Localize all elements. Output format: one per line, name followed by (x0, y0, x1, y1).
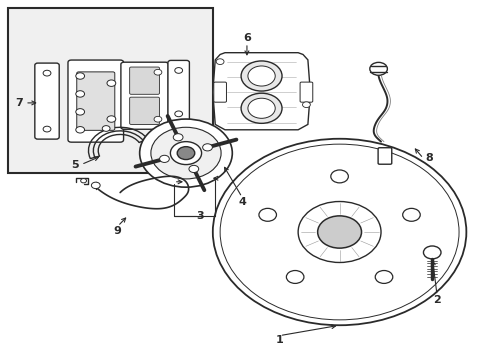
Circle shape (91, 182, 100, 189)
FancyBboxPatch shape (377, 148, 391, 164)
Circle shape (76, 109, 84, 115)
Text: 9: 9 (114, 226, 122, 236)
Circle shape (369, 62, 386, 75)
Circle shape (317, 216, 361, 248)
Circle shape (173, 134, 183, 141)
Text: 3: 3 (196, 211, 204, 221)
FancyBboxPatch shape (121, 62, 168, 129)
FancyBboxPatch shape (129, 97, 159, 125)
Circle shape (170, 141, 201, 165)
Circle shape (174, 111, 182, 117)
Circle shape (107, 116, 116, 122)
Circle shape (102, 126, 110, 131)
Circle shape (241, 61, 282, 91)
Circle shape (154, 69, 162, 75)
Circle shape (247, 98, 275, 118)
Circle shape (151, 127, 221, 179)
Bar (8, 8, 212, 173)
Circle shape (76, 73, 84, 79)
Circle shape (423, 246, 440, 259)
Circle shape (247, 66, 275, 86)
Text: 1: 1 (275, 335, 283, 345)
Text: 2: 2 (432, 295, 440, 305)
Circle shape (202, 144, 212, 151)
Text: 7: 7 (15, 98, 23, 108)
FancyBboxPatch shape (167, 60, 189, 124)
Text: 5: 5 (71, 159, 79, 170)
Circle shape (302, 102, 310, 108)
Circle shape (402, 208, 419, 221)
Circle shape (374, 270, 392, 283)
Circle shape (159, 155, 169, 162)
Circle shape (241, 93, 282, 123)
FancyBboxPatch shape (35, 63, 59, 139)
Text: 6: 6 (243, 33, 250, 43)
Circle shape (140, 119, 232, 187)
FancyBboxPatch shape (68, 60, 123, 142)
Text: 4: 4 (238, 197, 245, 207)
Circle shape (216, 59, 224, 64)
Circle shape (43, 126, 51, 132)
Circle shape (330, 170, 347, 183)
Circle shape (212, 139, 466, 325)
Circle shape (76, 127, 84, 133)
Circle shape (154, 116, 162, 122)
FancyBboxPatch shape (129, 67, 159, 94)
Circle shape (177, 147, 194, 159)
Circle shape (259, 208, 276, 221)
Circle shape (81, 179, 86, 183)
Circle shape (286, 270, 304, 283)
Circle shape (188, 165, 198, 172)
FancyBboxPatch shape (300, 82, 312, 102)
FancyBboxPatch shape (77, 72, 115, 130)
Polygon shape (212, 53, 310, 130)
Text: 8: 8 (424, 153, 432, 163)
Circle shape (174, 68, 182, 73)
Circle shape (107, 80, 116, 86)
Circle shape (43, 70, 51, 76)
FancyBboxPatch shape (213, 82, 226, 102)
Circle shape (76, 91, 84, 97)
